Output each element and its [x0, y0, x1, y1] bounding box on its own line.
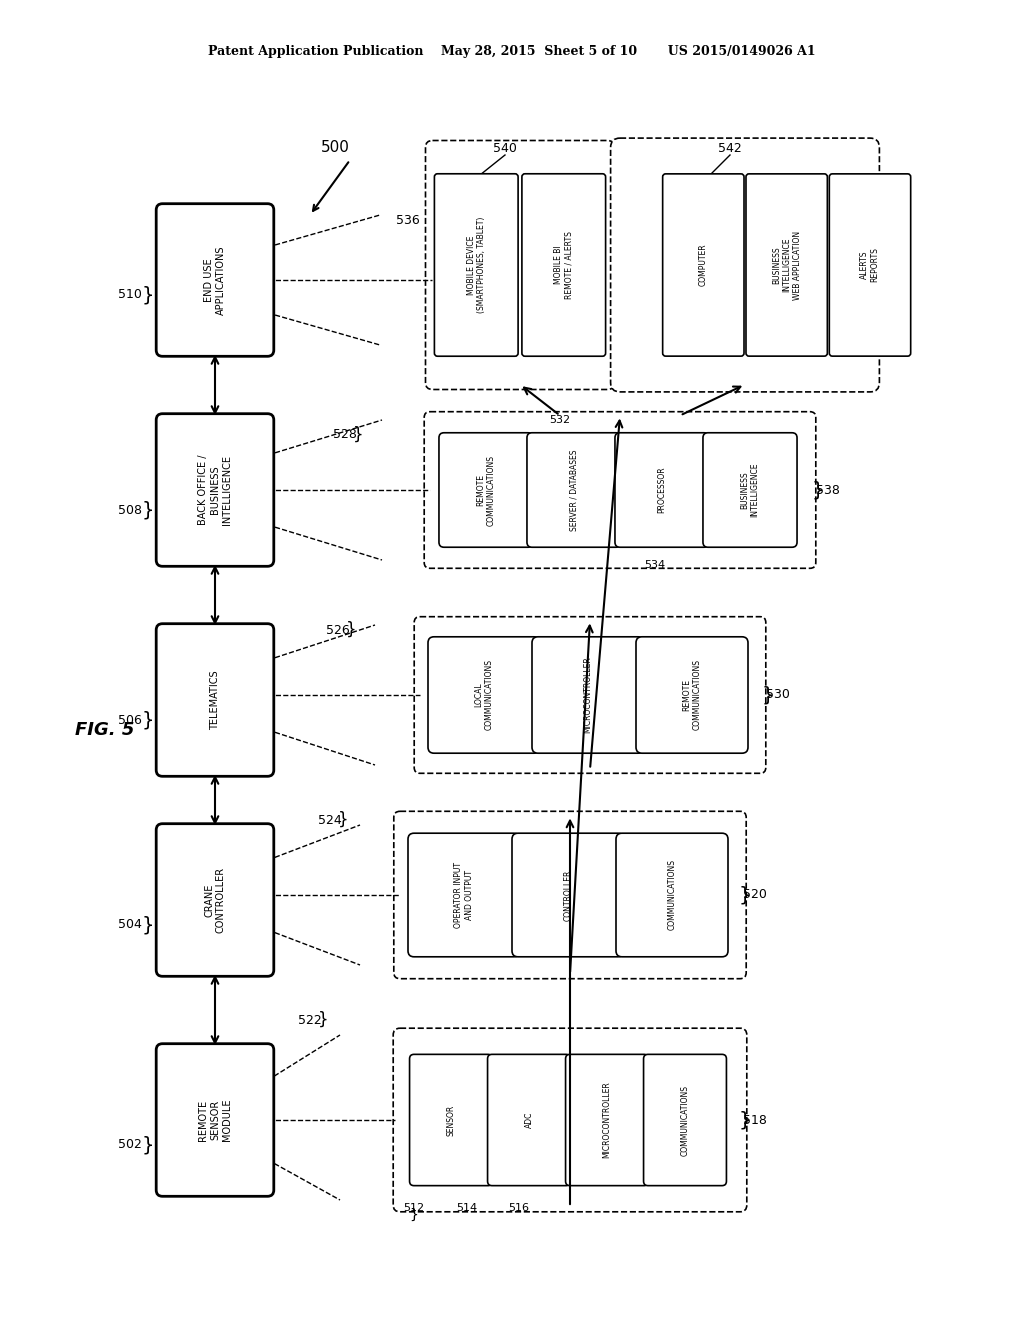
FancyBboxPatch shape — [643, 1055, 726, 1185]
Text: 512: 512 — [403, 1203, 425, 1213]
FancyBboxPatch shape — [434, 174, 518, 356]
Text: }: } — [141, 710, 155, 730]
Text: 508: 508 — [118, 503, 142, 516]
FancyBboxPatch shape — [414, 616, 766, 774]
Text: }: } — [410, 1208, 419, 1222]
Text: }: } — [317, 1011, 329, 1030]
Text: MOBILE BI
REMOTE / ALERTS: MOBILE BI REMOTE / ALERTS — [554, 231, 573, 298]
FancyBboxPatch shape — [157, 203, 273, 356]
Text: }: } — [338, 810, 348, 829]
Text: SENSOR: SENSOR — [446, 1105, 456, 1135]
Text: }: } — [346, 620, 356, 639]
FancyBboxPatch shape — [424, 412, 816, 569]
Text: 524: 524 — [318, 813, 342, 826]
FancyBboxPatch shape — [532, 636, 644, 754]
Text: 514: 514 — [457, 1203, 477, 1213]
FancyBboxPatch shape — [616, 833, 728, 957]
FancyBboxPatch shape — [157, 1044, 273, 1196]
FancyBboxPatch shape — [527, 433, 621, 548]
Text: MOBILE DEVICE
(SMARTPHONES, TABLET): MOBILE DEVICE (SMARTPHONES, TABLET) — [467, 216, 486, 313]
Text: PROCESSOR: PROCESSOR — [657, 467, 667, 513]
Text: }: } — [738, 1110, 752, 1130]
FancyBboxPatch shape — [512, 833, 624, 957]
Text: 542: 542 — [718, 141, 741, 154]
Text: 530: 530 — [766, 689, 790, 701]
Text: 532: 532 — [550, 414, 570, 425]
Text: FIG. 5: FIG. 5 — [76, 721, 135, 739]
FancyBboxPatch shape — [393, 1028, 746, 1212]
Text: BUSINESS
INTELLIGENCE: BUSINESS INTELLIGENCE — [740, 463, 760, 517]
Text: MICROCONTROLLER: MICROCONTROLLER — [584, 656, 593, 734]
FancyBboxPatch shape — [428, 636, 540, 754]
Text: SERVER / DATABASES: SERVER / DATABASES — [569, 449, 579, 531]
Text: }: } — [141, 285, 155, 305]
Text: }: } — [762, 685, 774, 705]
Text: 526: 526 — [326, 623, 350, 636]
Text: 522: 522 — [298, 1014, 322, 1027]
Text: COMMUNICATIONS: COMMUNICATIONS — [681, 1085, 689, 1155]
Text: ADC: ADC — [524, 1111, 534, 1129]
Text: }: } — [141, 1135, 155, 1155]
FancyBboxPatch shape — [408, 833, 520, 957]
FancyBboxPatch shape — [663, 174, 744, 356]
Text: 538: 538 — [816, 483, 840, 496]
Text: LOCAL
COMMUNICATIONS: LOCAL COMMUNICATIONS — [474, 660, 494, 730]
FancyBboxPatch shape — [157, 624, 273, 776]
Text: 504: 504 — [118, 919, 142, 932]
Text: }: } — [812, 480, 824, 499]
FancyBboxPatch shape — [487, 1055, 570, 1185]
Text: 534: 534 — [644, 560, 666, 570]
Text: END USE
APPLICATIONS: END USE APPLICATIONS — [204, 246, 226, 314]
FancyBboxPatch shape — [157, 824, 273, 977]
Text: CRANE
CONTROLLER: CRANE CONTROLLER — [204, 867, 226, 933]
Text: MICROCONTROLLER: MICROCONTROLLER — [602, 1081, 611, 1159]
Text: 506: 506 — [118, 714, 142, 726]
Text: ALERTS
REPORTS: ALERTS REPORTS — [860, 248, 880, 282]
Text: 510: 510 — [118, 289, 142, 301]
Text: CONTROLLER: CONTROLLER — [563, 870, 572, 920]
Text: }: } — [141, 500, 155, 520]
Text: 536: 536 — [396, 214, 420, 227]
FancyBboxPatch shape — [565, 1055, 648, 1185]
FancyBboxPatch shape — [746, 174, 827, 356]
Text: TELEMATICS: TELEMATICS — [210, 671, 220, 730]
Text: }: } — [738, 886, 752, 904]
Text: 520: 520 — [743, 888, 767, 902]
FancyBboxPatch shape — [394, 812, 746, 978]
Text: REMOTE
SENSOR
MODULE: REMOTE SENSOR MODULE — [199, 1098, 231, 1142]
Text: 500: 500 — [321, 140, 349, 156]
FancyBboxPatch shape — [636, 636, 748, 754]
Text: COMPUTER: COMPUTER — [698, 244, 708, 286]
Text: REMOTE
COMMUNICATIONS: REMOTE COMMUNICATIONS — [682, 660, 701, 730]
FancyBboxPatch shape — [610, 139, 880, 392]
FancyBboxPatch shape — [829, 174, 910, 356]
Text: }: } — [141, 916, 155, 935]
FancyBboxPatch shape — [426, 140, 614, 389]
FancyBboxPatch shape — [615, 433, 709, 548]
Text: 540: 540 — [494, 141, 517, 154]
Text: REMOTE
COMMUNICATIONS: REMOTE COMMUNICATIONS — [476, 454, 496, 525]
FancyBboxPatch shape — [410, 1055, 493, 1185]
FancyBboxPatch shape — [439, 433, 534, 548]
Text: 528: 528 — [333, 429, 357, 441]
Text: OPERATOR INPUT
AND OUTPUT: OPERATOR INPUT AND OUTPUT — [455, 862, 474, 928]
Text: BACK OFFICE /
BUSINESS
INTELLIGENCE: BACK OFFICE / BUSINESS INTELLIGENCE — [199, 455, 231, 525]
Text: BUSINESS
INTELLIGENCE
WEB APPLICATION: BUSINESS INTELLIGENCE WEB APPLICATION — [772, 231, 802, 300]
Text: 502: 502 — [118, 1138, 142, 1151]
Text: COMMUNICATIONS: COMMUNICATIONS — [668, 859, 677, 931]
FancyBboxPatch shape — [522, 174, 605, 356]
FancyBboxPatch shape — [702, 433, 797, 548]
Text: 516: 516 — [509, 1203, 529, 1213]
Text: Patent Application Publication    May 28, 2015  Sheet 5 of 10       US 2015/0149: Patent Application Publication May 28, 2… — [208, 45, 816, 58]
Text: }: } — [352, 426, 364, 444]
FancyBboxPatch shape — [157, 413, 273, 566]
Text: 518: 518 — [743, 1114, 767, 1126]
